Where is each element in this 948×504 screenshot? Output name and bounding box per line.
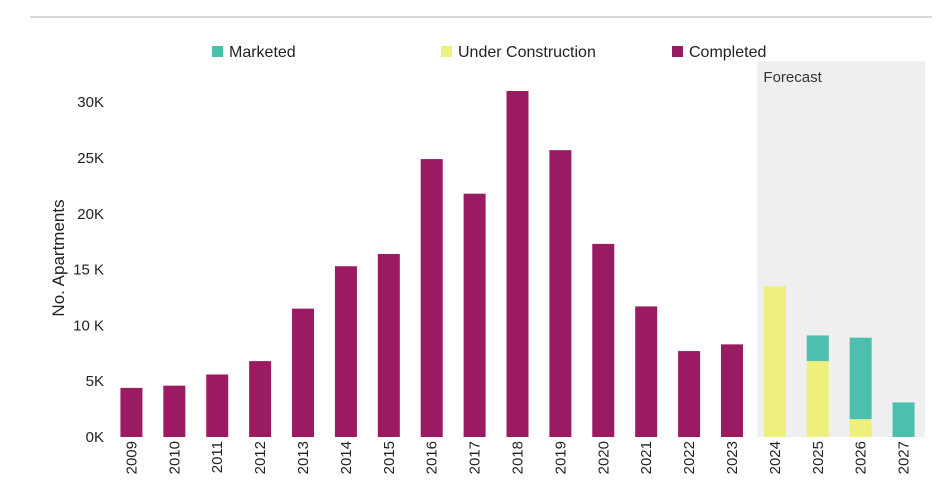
y-axis-title: No. Apartments bbox=[49, 199, 68, 316]
forecast-label: Forecast bbox=[763, 69, 822, 86]
bar-completed-2010 bbox=[163, 385, 186, 437]
y-tick-label: 15 K bbox=[73, 262, 104, 279]
x-tick-label: 2021 bbox=[638, 441, 655, 474]
x-tick-label: 2018 bbox=[510, 441, 527, 474]
x-tick-label: 2009 bbox=[123, 441, 140, 474]
x-tick-label: 2023 bbox=[724, 441, 741, 474]
y-tick-label: 0K bbox=[86, 429, 104, 446]
bar-marketed-2025 bbox=[806, 335, 829, 362]
bar-completed-2016 bbox=[420, 159, 443, 438]
bar-marketed-2026 bbox=[849, 337, 872, 420]
bar-completed-2009 bbox=[120, 387, 143, 437]
x-tick-label: 2019 bbox=[552, 441, 569, 474]
legend-label: Marketed bbox=[229, 44, 296, 61]
x-tick-label: 2022 bbox=[681, 441, 698, 474]
x-tick-label: 2027 bbox=[896, 441, 913, 474]
bar-completed-2023 bbox=[720, 344, 743, 437]
x-tick-label: 2015 bbox=[381, 441, 398, 474]
y-tick-label: 30K bbox=[77, 94, 104, 111]
bar-completed-2019 bbox=[549, 150, 572, 437]
legend-item-marketed: Marketed bbox=[212, 44, 296, 61]
legend-swatch bbox=[672, 46, 683, 57]
y-tick-label: 20K bbox=[77, 206, 104, 223]
bar-completed-2021 bbox=[635, 306, 658, 437]
bar-completed-2017 bbox=[463, 193, 486, 437]
bar-completed-2011 bbox=[206, 374, 229, 437]
legend-swatch bbox=[441, 46, 452, 57]
x-tick-label: 2026 bbox=[853, 441, 870, 474]
x-tick-label: 2025 bbox=[810, 441, 827, 474]
bar-under-construction-2025 bbox=[806, 361, 829, 437]
x-tick-label: 2014 bbox=[338, 441, 355, 474]
x-tick-label: 2010 bbox=[166, 441, 183, 474]
legend-item-under-construction: Under Construction bbox=[441, 44, 596, 61]
y-tick-label: 25K bbox=[77, 150, 104, 167]
bar-completed-2018 bbox=[506, 91, 529, 437]
legend-item-completed: Completed bbox=[672, 44, 766, 61]
y-tick-label: 5K bbox=[86, 373, 104, 390]
x-tick-label: 2016 bbox=[424, 441, 441, 474]
bars bbox=[120, 91, 915, 438]
bar-completed-2014 bbox=[334, 266, 357, 437]
bar-completed-2020 bbox=[592, 243, 615, 437]
y-axis: 0K 5K 10 K 15 K 20K 25K 30K bbox=[73, 94, 104, 446]
bar-marketed-2027 bbox=[892, 402, 915, 437]
bar-completed-2013 bbox=[292, 308, 315, 437]
bar-under-construction-2026 bbox=[849, 419, 872, 437]
y-tick-label: 10 K bbox=[73, 317, 104, 334]
bar-completed-2022 bbox=[678, 351, 701, 437]
x-tick-label: 2020 bbox=[595, 441, 612, 474]
x-axis: 2009 2010 2011 2012 2013 2014 2015 2016 2017 2018… bbox=[123, 441, 912, 474]
legend: Marketed Under Construction Completed bbox=[212, 44, 766, 61]
x-tick-label: 2011 bbox=[209, 441, 226, 473]
x-tick-label: 2013 bbox=[295, 441, 312, 474]
bar-completed-2012 bbox=[249, 361, 272, 437]
bar-completed-2015 bbox=[377, 253, 400, 437]
x-tick-label: 2017 bbox=[467, 441, 484, 474]
x-tick-label: 2024 bbox=[767, 441, 784, 474]
legend-swatch bbox=[212, 46, 223, 57]
legend-label: Completed bbox=[689, 44, 766, 61]
bar-under-construction-2024 bbox=[763, 286, 786, 437]
x-tick-label: 2012 bbox=[252, 441, 269, 474]
legend-label: Under Construction bbox=[458, 44, 596, 61]
